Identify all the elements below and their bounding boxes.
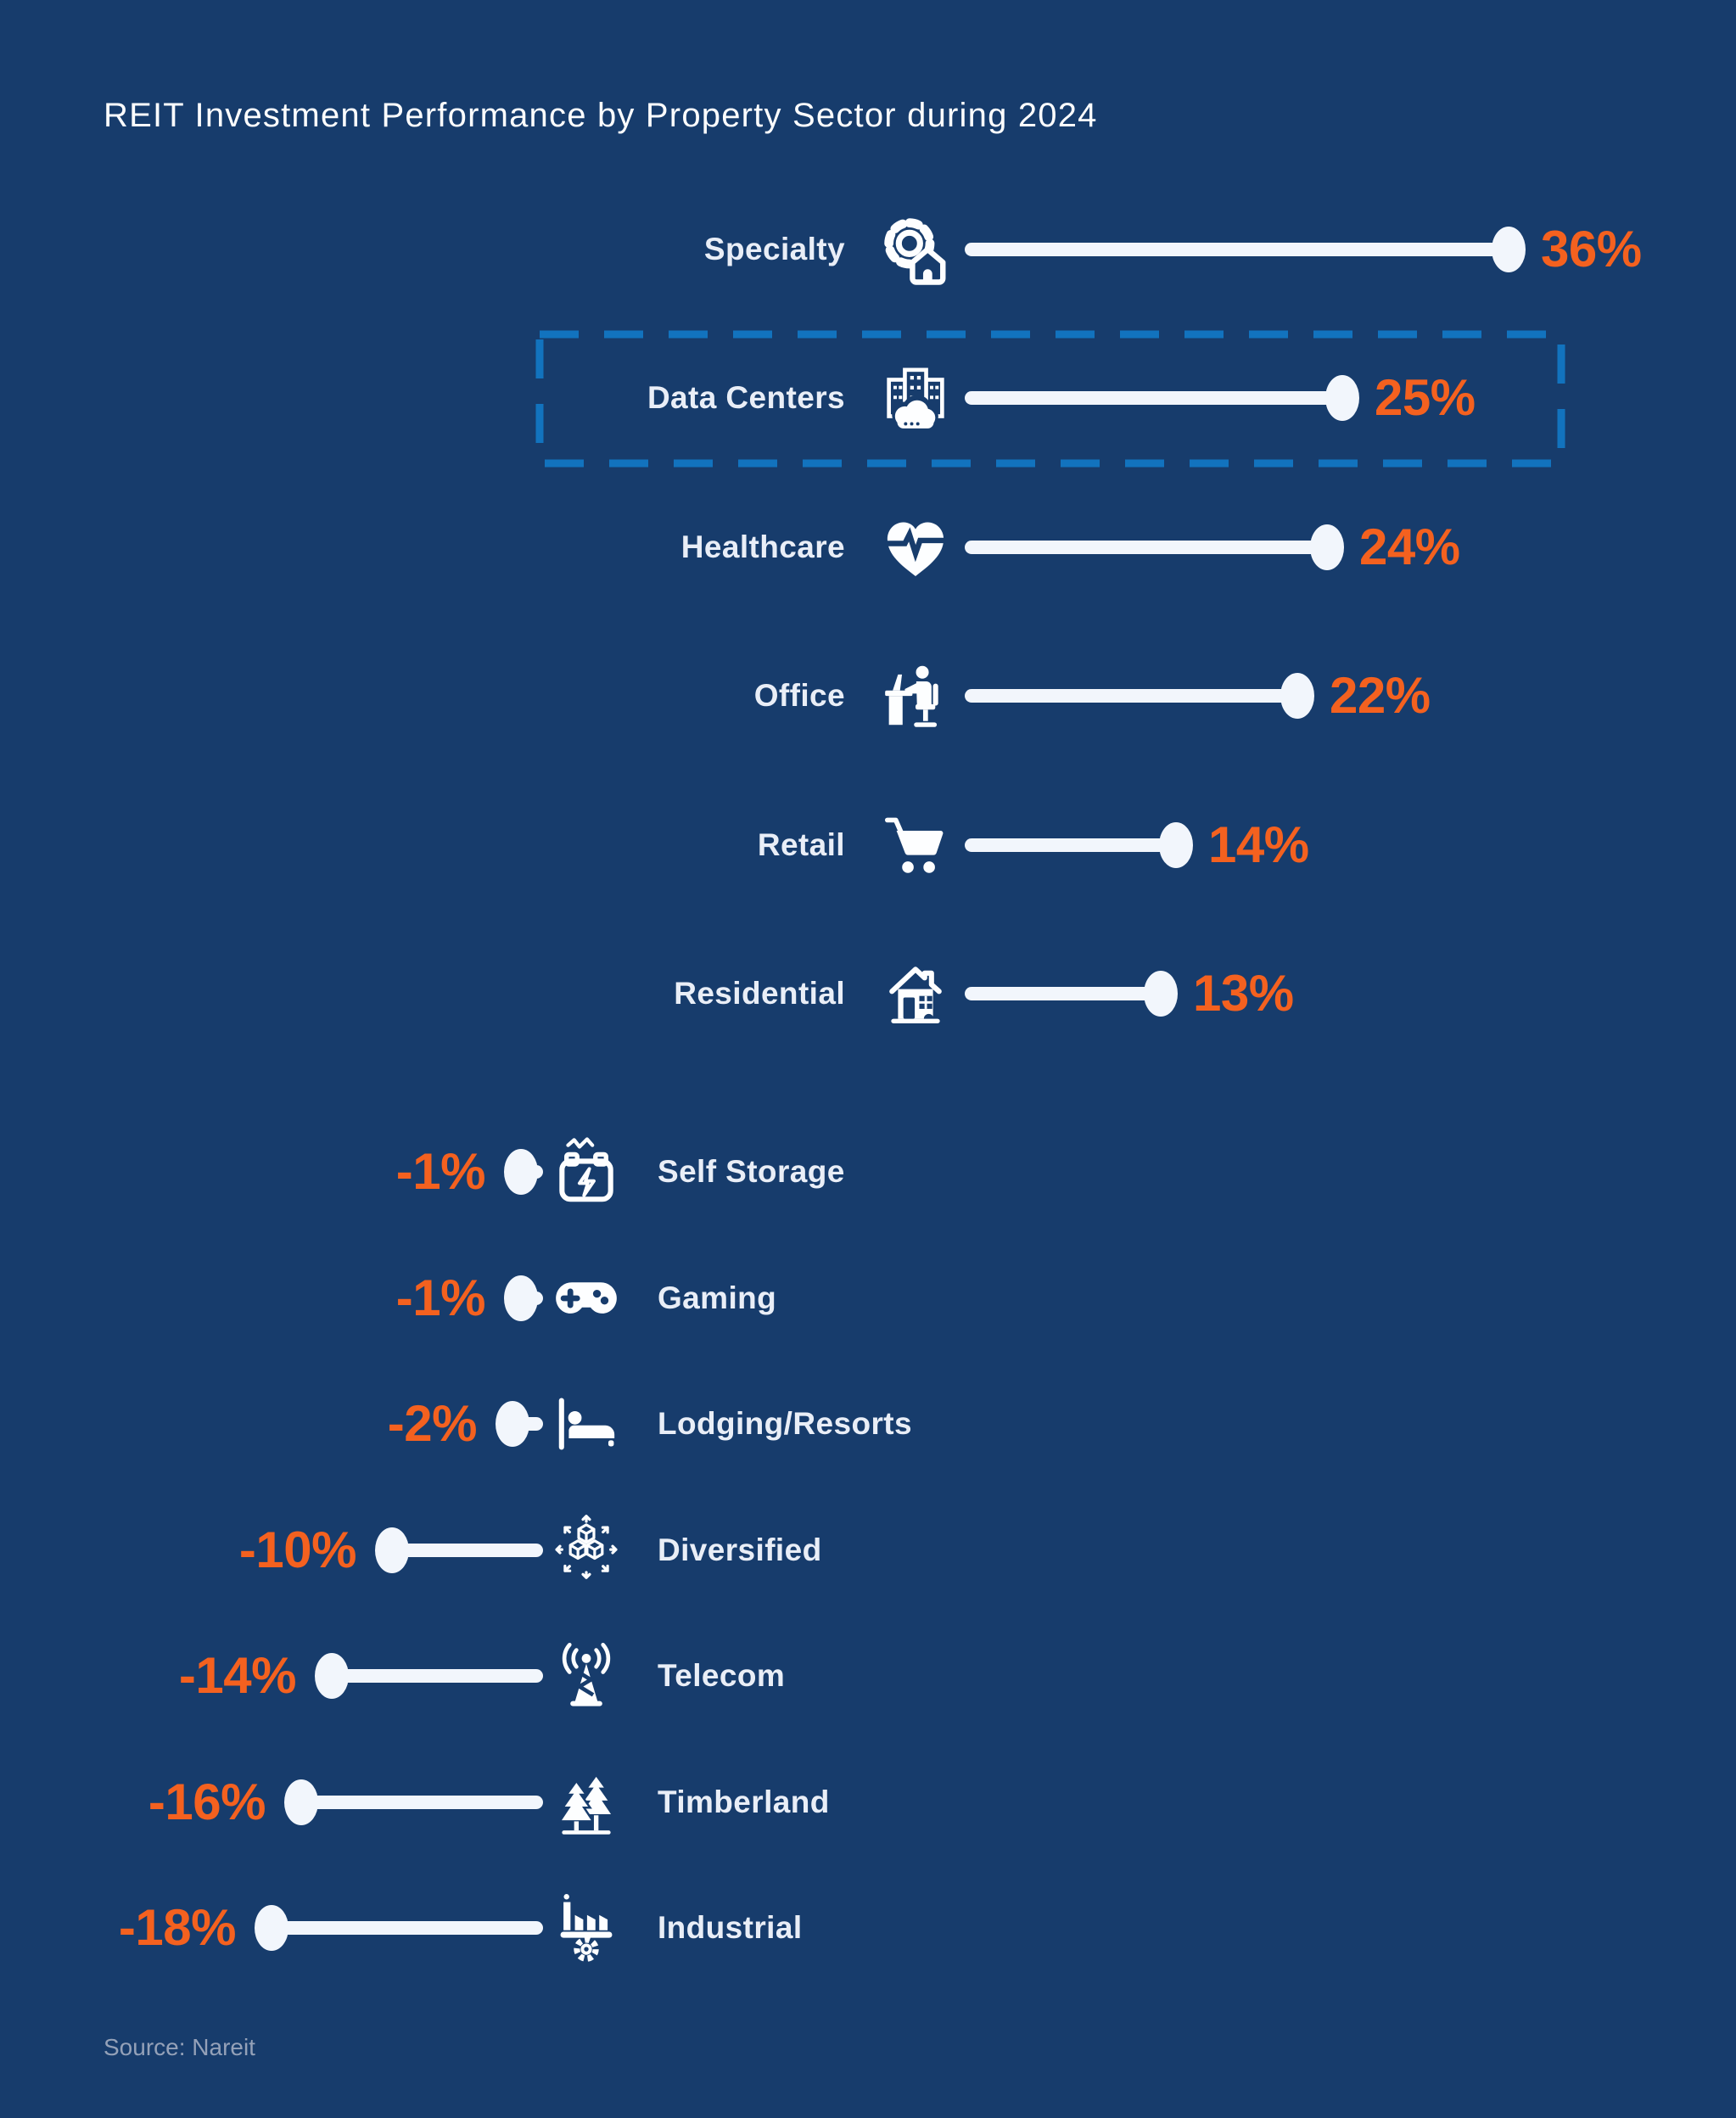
server-cloud-icon [879, 361, 952, 434]
value-dot-office [1280, 673, 1314, 719]
sector-label-residential: Residential [674, 976, 845, 1011]
value-dot-timberland [284, 1779, 318, 1825]
value-label-self-storage: -1% [395, 1143, 486, 1200]
value-line-office [965, 689, 1297, 703]
value-label-office: 22% [1330, 667, 1431, 724]
value-dot-lodging-resorts [496, 1401, 529, 1447]
sector-label-healthcare: Healthcare [680, 530, 845, 564]
value-label-timberland: -16% [148, 1773, 266, 1830]
gamepad-icon [550, 1262, 623, 1335]
cubes-arrows-icon [550, 1514, 623, 1587]
sector-label-self-storage: Self Storage [658, 1154, 845, 1189]
value-dot-specialty [1492, 227, 1526, 272]
pine-trees-icon [550, 1766, 623, 1839]
value-line-diversified [392, 1544, 543, 1557]
heart-pulse-icon [879, 511, 952, 584]
shopping-cart-icon [879, 809, 952, 882]
chart-title: REIT Investment Performance by Property … [104, 97, 1098, 134]
value-dot-retail [1159, 822, 1193, 868]
bed-icon [550, 1387, 623, 1460]
sector-label-industrial: Industrial [658, 1910, 803, 1945]
value-line-healthcare [965, 541, 1327, 554]
gear-house-icon [879, 213, 952, 286]
value-label-healthcare: 24% [1359, 518, 1460, 575]
value-line-specialty [965, 243, 1509, 256]
value-label-retail: 14% [1208, 816, 1309, 873]
value-label-data-centers: 25% [1375, 369, 1476, 426]
value-dot-gaming [504, 1275, 538, 1321]
value-dot-data-centers [1325, 375, 1359, 421]
value-dot-telecom [315, 1653, 349, 1699]
value-label-gaming: -1% [395, 1269, 486, 1326]
sector-label-office: Office [753, 678, 845, 713]
house-icon [879, 957, 952, 1030]
value-dot-diversified [375, 1527, 409, 1573]
person-desk-icon [879, 659, 952, 732]
value-label-industrial: -18% [118, 1899, 237, 1956]
value-label-lodging-resorts: -2% [387, 1395, 478, 1452]
sector-label-telecom: Telecom [658, 1658, 786, 1693]
value-label-telecom: -14% [178, 1647, 297, 1704]
sector-label-gaming: Gaming [658, 1280, 777, 1315]
value-dot-healthcare [1310, 524, 1344, 570]
value-line-data-centers [965, 391, 1342, 405]
storage-battery-icon [550, 1135, 623, 1208]
value-line-residential [965, 987, 1161, 1000]
sector-label-retail: Retail [757, 827, 845, 862]
value-line-retail [965, 838, 1176, 852]
value-dot-residential [1144, 971, 1178, 1017]
value-label-specialty: 36% [1541, 221, 1642, 277]
sector-label-diversified: Diversified [658, 1532, 822, 1567]
sector-label-lodging-resorts: Lodging/Resorts [658, 1406, 912, 1441]
value-line-timberland [301, 1796, 543, 1809]
value-line-industrial [272, 1921, 543, 1935]
radio-tower-icon [550, 1639, 623, 1712]
factory-gear-icon [550, 1891, 623, 1964]
sector-label-data-centers: Data Centers [647, 380, 845, 415]
value-label-diversified: -10% [238, 1521, 357, 1578]
value-dot-industrial [255, 1905, 288, 1951]
value-dot-self-storage [504, 1149, 538, 1195]
sector-label-timberland: Timberland [658, 1785, 830, 1819]
value-line-telecom [332, 1669, 543, 1683]
value-label-residential: 13% [1193, 965, 1294, 1022]
source-note: Source: Nareit [104, 2034, 255, 2060]
sector-label-specialty: Specialty [703, 232, 845, 266]
